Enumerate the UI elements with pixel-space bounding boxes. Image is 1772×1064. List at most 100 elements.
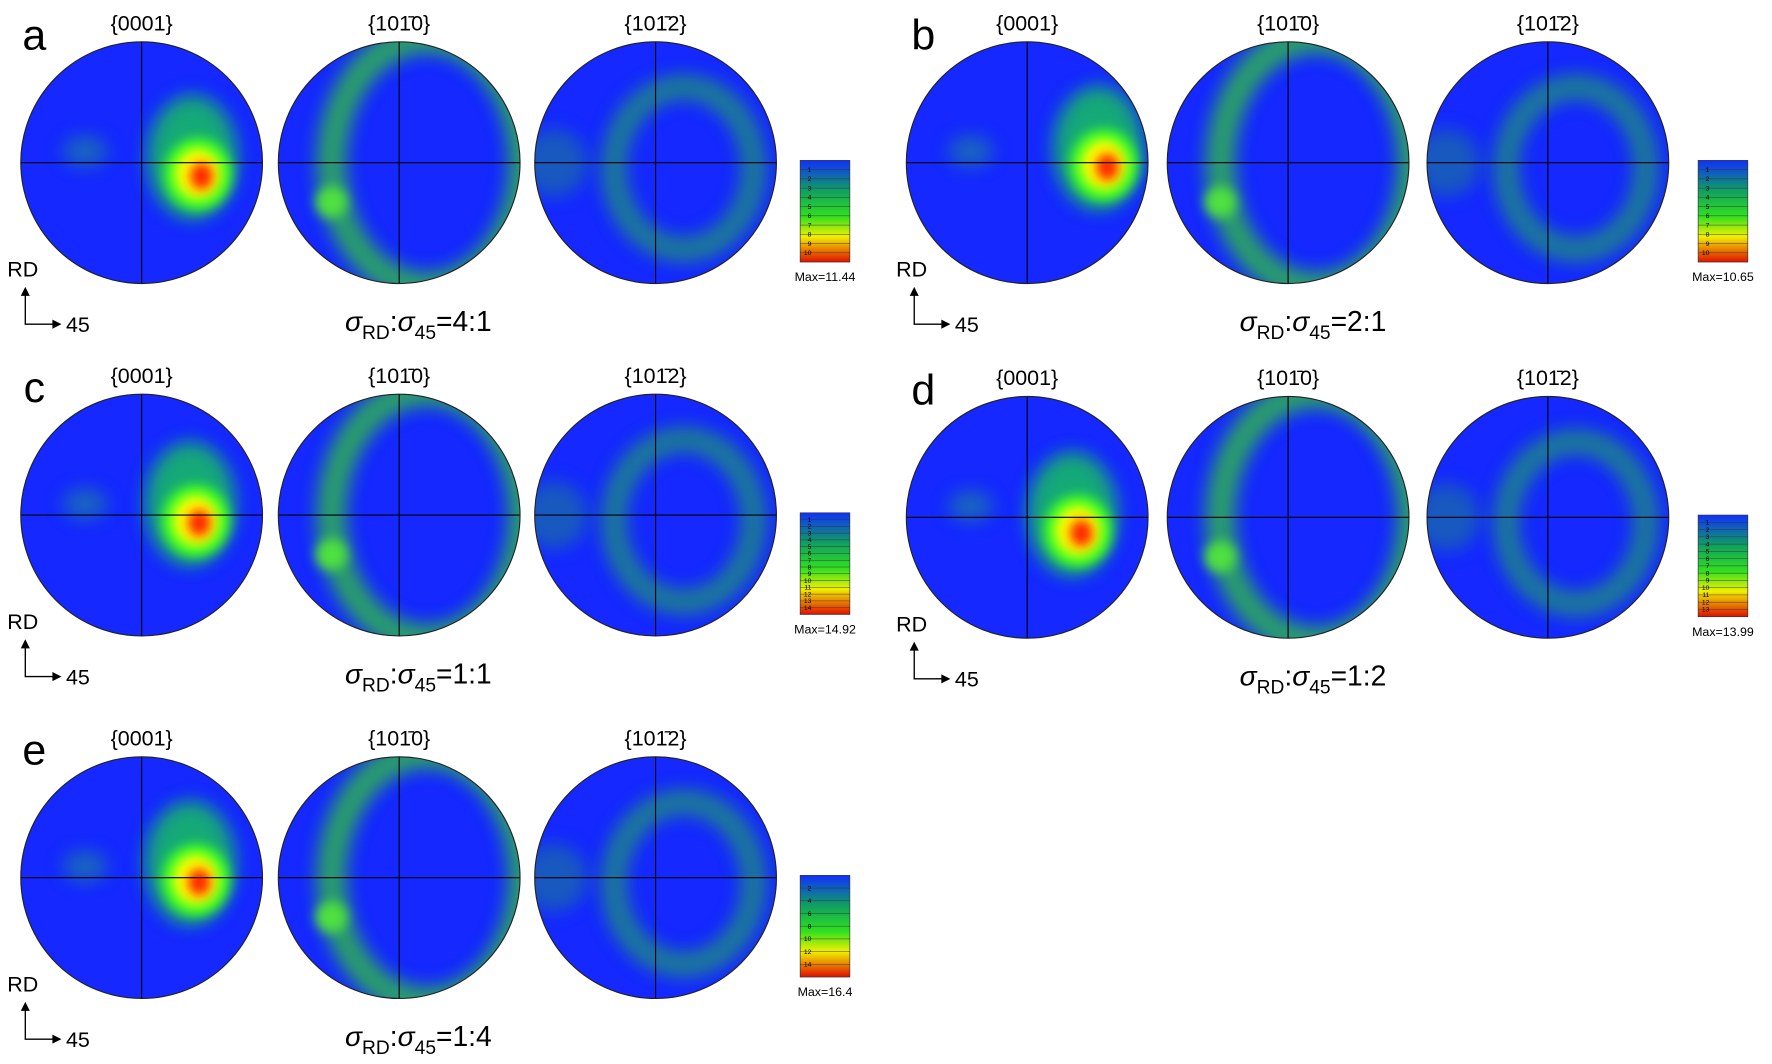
axis-arrow (913, 643, 949, 680)
pole-figure-rim (534, 393, 778, 637)
ratio-part: RD (362, 675, 390, 696)
intensity-zone (601, 789, 767, 978)
pole-figure-rim (905, 395, 1149, 639)
rd-label: RD (7, 610, 38, 634)
pole-figure-title: {0001} (111, 11, 173, 35)
ratio-label: σRD:σ45=2:1 (1240, 305, 1387, 344)
intensity-zone (1096, 153, 1119, 181)
ratio-part: σ (1292, 660, 1310, 692)
colorbar-tick-label: 7 (808, 557, 812, 564)
colorbar-tick-label: 4 (1706, 541, 1710, 548)
colorbar-tick-label: 6 (808, 551, 812, 558)
intensity-zone (62, 487, 108, 520)
colorbar (799, 160, 851, 263)
intensity-zone (1493, 429, 1659, 617)
ratio-part: 45 (415, 323, 436, 344)
pole-figure-title: {0001} (996, 11, 1058, 35)
colorbar-tick-label: 4 (808, 898, 812, 905)
x-axis-label: 45 (66, 313, 90, 337)
intensity-zone (315, 538, 348, 571)
pole-figure-rim (1166, 41, 1410, 285)
colorbar-tick-label: 1 (1706, 167, 1710, 174)
colorbar-tick-label: 5 (808, 544, 812, 551)
pole-figure-rim (20, 41, 264, 285)
intensity-zone (62, 850, 108, 883)
rd-label: RD (896, 258, 927, 282)
colorbar-tick-label: 13 (1702, 607, 1710, 614)
pole-figure-title: {101̄0} (368, 364, 430, 388)
pole-figure-title: {0001} (111, 364, 173, 388)
colorbar-tick-label: 9 (1706, 241, 1710, 248)
x-axis-label: 45 (955, 668, 979, 692)
max-label: Max=14.92 (794, 623, 856, 637)
intensity-zone (948, 490, 994, 522)
colorbar-tick-label: 9 (808, 241, 812, 248)
ratio-part: =1:1 (436, 657, 492, 689)
colorbar-tick-label: 3 (1706, 185, 1710, 192)
ratio-part: 45 (1309, 678, 1330, 699)
ratio-part: 45 (1309, 323, 1330, 344)
pole-figure-title: {101̄2} (625, 726, 687, 750)
colorbar-tick-label: 10 (804, 250, 812, 257)
ratio-part: =4:1 (436, 305, 492, 337)
intensity-zone (601, 426, 767, 615)
colorbar-tick-label: 7 (808, 222, 812, 229)
colorbar-tick-label: 12 (804, 949, 812, 956)
max-label: Max=13.99 (1692, 625, 1754, 639)
ratio-part: σ (1240, 305, 1258, 337)
intensity-zone (190, 162, 213, 190)
ratio-part: σ (398, 1020, 416, 1052)
ratio-part: σ (1240, 660, 1258, 692)
arrow-head (909, 641, 951, 684)
ratio-part: 45 (415, 675, 436, 696)
colorbar-tick-label: 8 (1706, 570, 1710, 577)
pole-figure-title: {101̄2} (1517, 366, 1579, 390)
ratio-part: σ (398, 305, 416, 337)
colorbar-tick-label: 2 (1706, 527, 1710, 534)
ratio-part: : (390, 657, 398, 689)
axis-arrow (913, 289, 949, 325)
ratio-label: σRD:σ45=1:2 (1240, 660, 1387, 699)
max-label: Max=10.65 (1692, 270, 1754, 284)
panel: a {0001} {101̄0} {101̄2}12345678910Max=11.4… (7, 11, 855, 343)
colorbar-tick-label: 8 (808, 232, 812, 239)
colorbar-tick-label: 2 (1706, 176, 1710, 183)
ratio-label: σRD:σ45=4:1 (345, 305, 492, 344)
arrow-head (20, 286, 62, 329)
colorbar-tick-label: 5 (808, 204, 812, 211)
colorbar-tick-label: 4 (1706, 195, 1710, 202)
ratio-label: σRD:σ45=1:1 (345, 657, 492, 696)
pole-figure-rim (277, 41, 521, 285)
panel-label: d (911, 366, 935, 414)
colorbar-tick-label: 4 (808, 537, 812, 544)
ratio-label: σRD:σ45=1:4 (345, 1020, 492, 1059)
x-axis-label: 45 (66, 1028, 90, 1052)
colorbar-tick-label: 11 (804, 585, 811, 592)
axis-arrow (24, 289, 60, 325)
colorbar-tick-label: 13 (804, 598, 812, 605)
intensity-zone (948, 135, 994, 168)
colorbar-tick-label: 12 (804, 591, 812, 598)
colorbar-tick-label: 6 (1706, 556, 1710, 563)
x-axis-label: 45 (66, 665, 90, 689)
ratio-part: =1:2 (1331, 660, 1387, 692)
max-label: Max=16.4 (798, 985, 853, 999)
panel-label: a (22, 12, 46, 60)
colorbar-tick-label: 3 (808, 185, 812, 192)
ratio-part: RD (1257, 323, 1285, 344)
colorbar (1697, 160, 1749, 263)
pole-figure-rim (277, 756, 521, 1000)
ratio-part: : (1284, 305, 1292, 337)
ratio-part: RD (362, 323, 390, 344)
rd-label: RD (7, 973, 38, 997)
intensity-zone (601, 74, 767, 263)
panel-label: b (911, 12, 935, 60)
colorbar-tick-label: 14 (804, 962, 812, 969)
colorbar-tick-label: 5 (1706, 204, 1710, 211)
ratio-part: =2:1 (1331, 305, 1387, 337)
ratio-part: σ (345, 657, 363, 689)
colorbar-tick-label: 10 (804, 578, 812, 585)
colorbar-tick-label: 2 (808, 524, 812, 531)
ratio-part: : (1284, 660, 1292, 692)
